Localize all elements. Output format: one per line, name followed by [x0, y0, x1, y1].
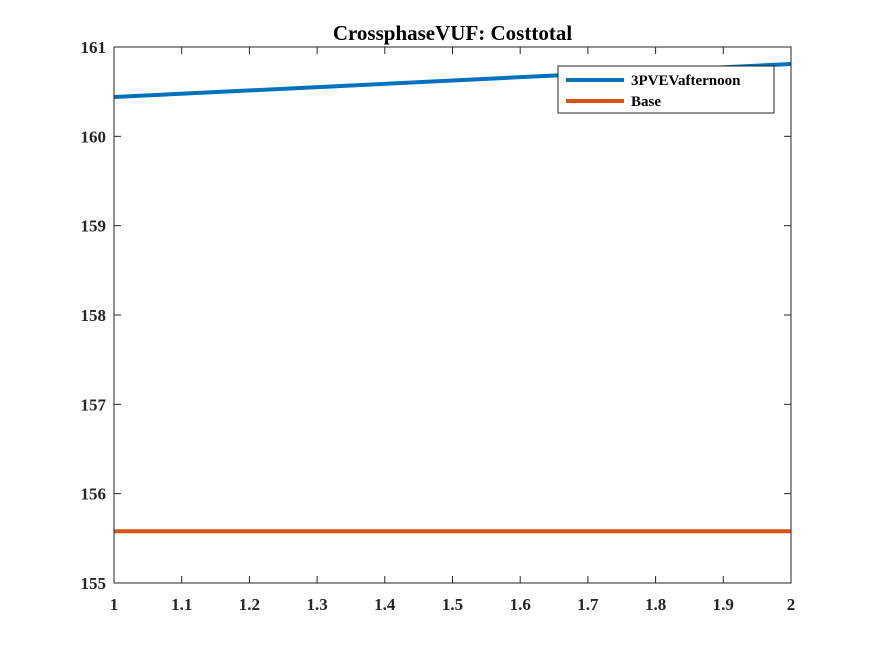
legend: 3PVEVafternoon Base	[557, 65, 775, 114]
legend-label: 3PVEVafternoon	[631, 73, 741, 89]
x-tick-label: 1.1	[171, 595, 192, 614]
x-tick-label: 1.3	[306, 595, 327, 614]
chart-title: CrossphaseVUF: Costtotal	[333, 21, 573, 45]
x-tick-label: 1.6	[510, 595, 531, 614]
x-tick-label: 1.8	[645, 595, 666, 614]
y-tick-label: 159	[81, 217, 107, 236]
legend-label: Base	[631, 94, 661, 110]
y-tick-label: 156	[81, 485, 107, 504]
x-tick-label: 1.9	[713, 595, 734, 614]
x-tick-label: 2	[787, 595, 796, 614]
y-tick-label: 155	[81, 574, 107, 593]
y-tick-label: 161	[81, 38, 107, 57]
y-tick-label: 160	[81, 127, 107, 146]
x-tick-label: 1.2	[239, 595, 260, 614]
y-axis: 155 156 157 158 159 160 161	[81, 38, 791, 593]
x-tick-label: 1.7	[577, 595, 599, 614]
y-tick-label: 157	[81, 395, 107, 414]
y-tick-label: 158	[81, 306, 107, 325]
x-axis: 1 1.1 1.2 1.3 1.4 1.5 1.6 1.7 1.8 1.9 2	[110, 47, 796, 614]
x-tick-label: 1	[110, 595, 119, 614]
x-tick-label: 1.4	[374, 595, 396, 614]
legend-box	[557, 65, 775, 114]
x-tick-label: 1.5	[442, 595, 463, 614]
